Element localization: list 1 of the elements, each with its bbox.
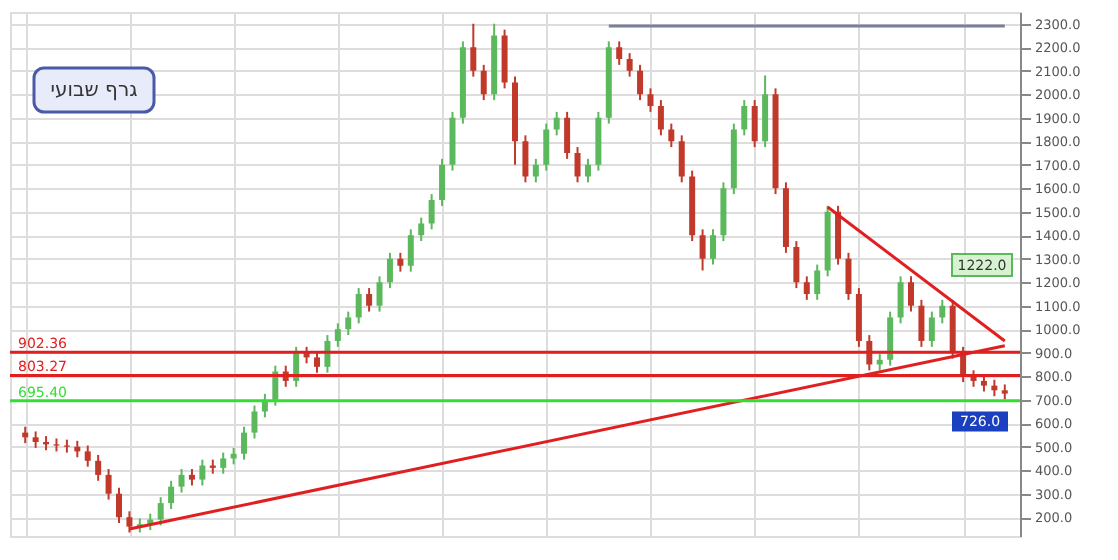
annotation: גרף שבועי	[50, 80, 138, 102]
